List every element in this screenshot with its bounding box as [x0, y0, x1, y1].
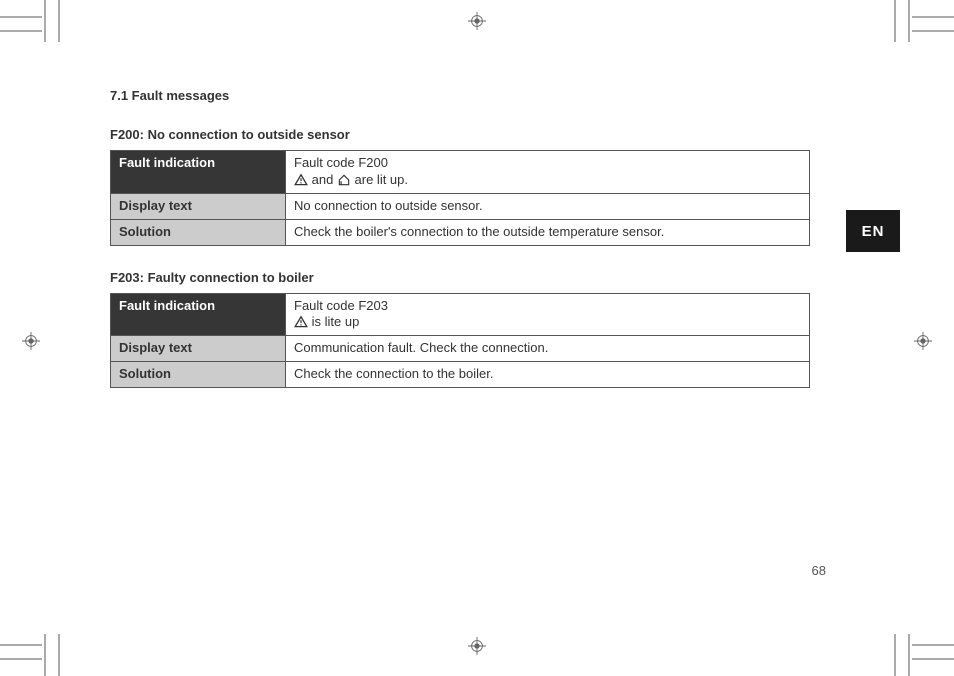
page-number: 68 [812, 563, 826, 578]
fault-heading: F200: No connection to outside sensor [110, 127, 810, 142]
fault-table: Fault indicationFault code F200 and are … [110, 150, 810, 246]
row-value: Check the connection to the boiler. [286, 362, 810, 388]
registration-mark-top [468, 12, 486, 30]
table-row: Display textNo connection to outside sen… [111, 193, 810, 219]
language-tab: EN [846, 210, 900, 252]
fault-table: Fault indicationFault code F203 is lite … [110, 293, 810, 389]
table-row: Display textCommunication fault. Check t… [111, 336, 810, 362]
row-label: Display text [111, 193, 286, 219]
page-content: 7.1 Fault messages F200: No connection t… [110, 88, 810, 406]
fault-code-text: Fault code F200 [294, 155, 801, 172]
row-label: Solution [111, 219, 286, 245]
warning-icon [294, 173, 308, 187]
row-label: Fault indication [111, 151, 286, 194]
table-row: Fault indicationFault code F203 is lite … [111, 293, 810, 336]
registration-mark-right [914, 332, 932, 350]
row-label: Display text [111, 336, 286, 362]
row-value: Fault code F203 is lite up [286, 293, 810, 336]
warning-icon [294, 315, 308, 329]
registration-mark-left [22, 332, 40, 350]
row-value: Communication fault. Check the connectio… [286, 336, 810, 362]
icon-suffix-text: are lit up. [351, 172, 408, 187]
row-value: Fault code F200 and are lit up. [286, 151, 810, 194]
section-heading: 7.1 Fault messages [110, 88, 810, 103]
icon-suffix-text: is lite up [308, 314, 359, 329]
fault-icons-line: and are lit up. [294, 172, 801, 189]
house-icon [337, 173, 351, 187]
row-value: Check the boiler's connection to the out… [286, 219, 810, 245]
table-row: Fault indicationFault code F200 and are … [111, 151, 810, 194]
icon-joiner: and [308, 172, 337, 187]
fault-heading: F203: Faulty connection to boiler [110, 270, 810, 285]
fault-code-text: Fault code F203 [294, 298, 801, 315]
row-value: No connection to outside sensor. [286, 193, 810, 219]
table-row: SolutionCheck the boiler's connection to… [111, 219, 810, 245]
table-row: SolutionCheck the connection to the boil… [111, 362, 810, 388]
registration-mark-bottom [468, 637, 486, 655]
fault-icons-line: is lite up [294, 314, 801, 331]
row-label: Fault indication [111, 293, 286, 336]
row-label: Solution [111, 362, 286, 388]
